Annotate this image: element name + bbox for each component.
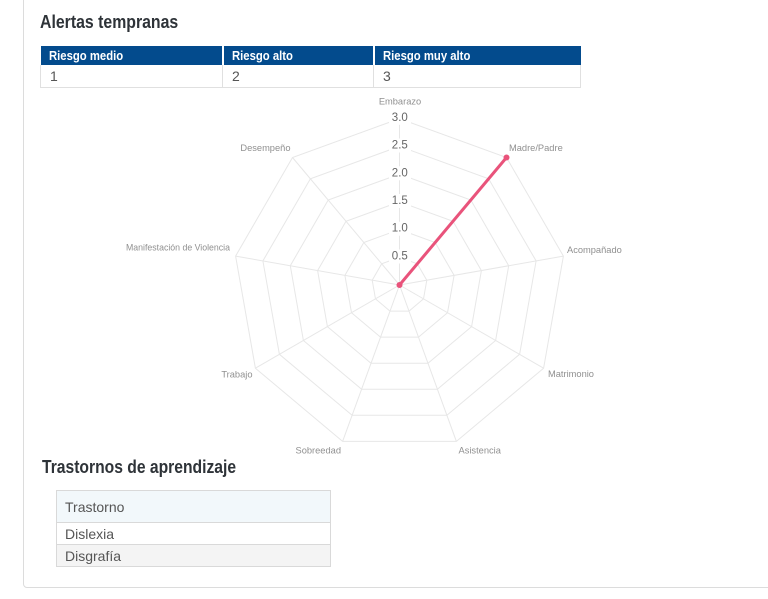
svg-text:Desempeño: Desempeño — [240, 143, 290, 153]
svg-text:3.0: 3.0 — [392, 112, 408, 124]
svg-text:Acompañado: Acompañado — [567, 245, 622, 255]
svg-text:Asistencia: Asistencia — [459, 446, 502, 456]
svg-text:Matrimonio: Matrimonio — [548, 369, 594, 379]
svg-text:0.5: 0.5 — [392, 251, 408, 263]
svg-text:2.0: 2.0 — [392, 167, 408, 179]
svg-text:Sobreedad: Sobreedad — [296, 446, 342, 456]
svg-text:Trabajo: Trabajo — [221, 370, 252, 380]
svg-text:Manifestación de Violencia: Manifestación de Violencia — [126, 243, 231, 253]
svg-text:1.0: 1.0 — [392, 223, 408, 235]
svg-text:1.5: 1.5 — [392, 195, 408, 207]
svg-text:Madre/Padre: Madre/Padre — [509, 143, 563, 153]
svg-text:2.5: 2.5 — [392, 140, 408, 152]
svg-text:Embarazo: Embarazo — [379, 97, 421, 107]
